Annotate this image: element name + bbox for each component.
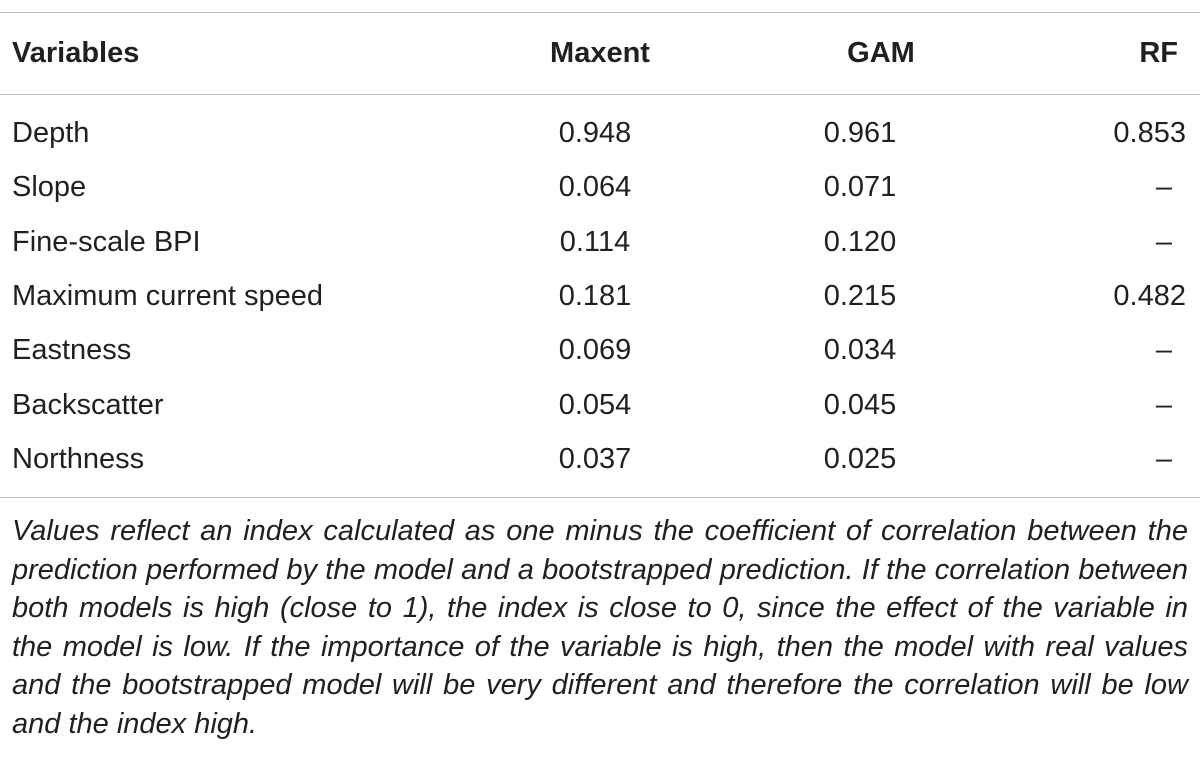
row-rf: – — [1155, 389, 1172, 421]
row-gam: 0.961 — [823, 117, 897, 149]
row-maxent: 0.181 — [558, 280, 632, 312]
table-header-rule — [0, 94, 1200, 95]
row-gam: 0.120 — [823, 226, 897, 258]
row-gam: 0.215 — [823, 280, 897, 312]
row-rf: – — [1155, 226, 1172, 258]
row-maxent: 0.948 — [558, 117, 632, 149]
table-footnote: Values reflect an index calculated as on… — [12, 515, 1188, 740]
row-maxent: 0.037 — [558, 443, 632, 475]
table-top-rule — [0, 12, 1200, 13]
row-maxent: 0.114 — [559, 226, 631, 258]
row-rf: – — [1155, 171, 1172, 203]
row-maxent: 0.069 — [558, 334, 632, 366]
row-variable: Northness — [12, 443, 145, 475]
row-maxent: 0.054 — [558, 389, 632, 421]
row-rf: 0.853 — [1113, 117, 1186, 149]
header-variables: Variables — [12, 37, 140, 69]
header-maxent: Maxent — [550, 37, 650, 69]
row-variable: Backscatter — [12, 389, 164, 421]
row-maxent: 0.064 — [558, 171, 632, 203]
row-variable: Slope — [12, 171, 87, 203]
row-rf: – — [1155, 334, 1172, 366]
row-variable: Fine-scale BPI — [12, 226, 201, 258]
row-variable: Depth — [12, 117, 90, 149]
row-variable: Eastness — [12, 334, 132, 366]
header-gam: GAM — [847, 37, 915, 69]
row-rf: 0.482 — [1113, 280, 1186, 312]
row-gam: 0.071 — [823, 171, 897, 203]
row-gam: 0.034 — [823, 334, 897, 366]
header-rf: RF — [1139, 37, 1178, 69]
row-variable: Maximum current speed — [12, 280, 324, 312]
row-gam: 0.025 — [823, 443, 897, 475]
row-rf: – — [1155, 443, 1172, 475]
table-bottom-rule — [0, 497, 1200, 498]
row-gam: 0.045 — [823, 389, 897, 421]
